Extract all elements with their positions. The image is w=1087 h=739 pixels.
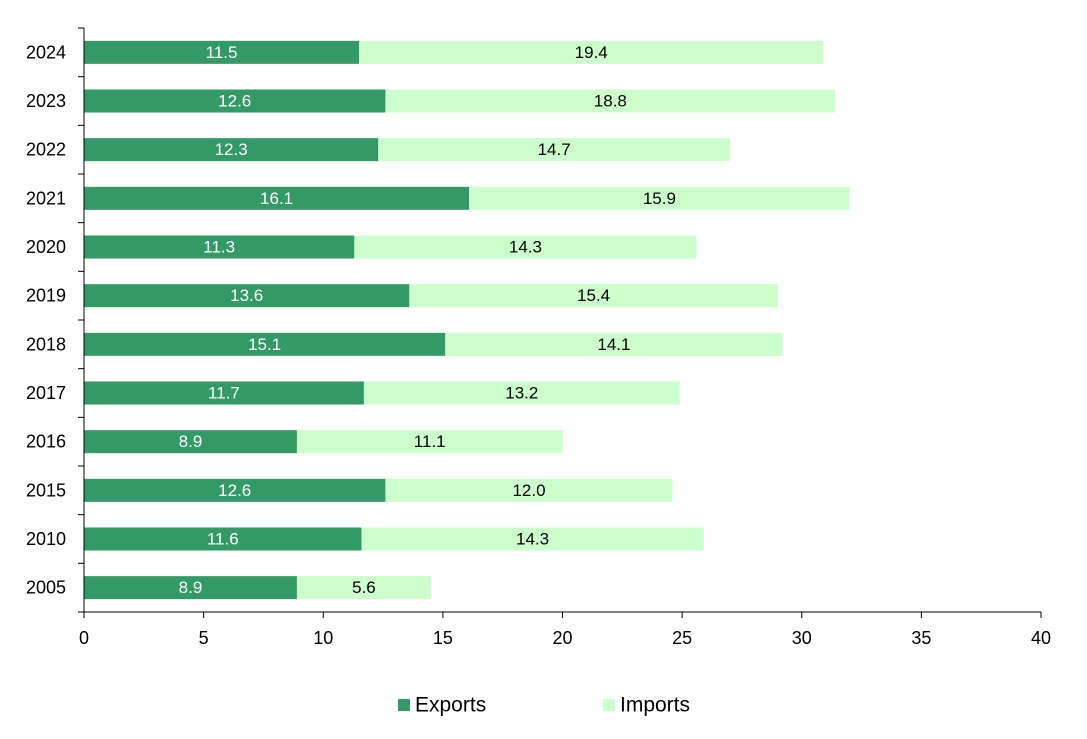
data-label-imports-2017: 13.2 bbox=[505, 384, 538, 403]
bar-imports-2024 bbox=[359, 40, 824, 64]
data-label-imports-2016: 11.1 bbox=[414, 432, 446, 451]
data-label-exports-2018: 15.1 bbox=[248, 335, 281, 354]
bar-imports-2010 bbox=[361, 527, 704, 551]
data-label-imports-2018: 14.1 bbox=[597, 335, 630, 354]
y-tick-label-2010: 2010 bbox=[26, 529, 66, 549]
data-label-exports-2019: 13.6 bbox=[230, 286, 263, 305]
bar-imports-2022 bbox=[378, 138, 730, 162]
y-tick-label-2020: 2020 bbox=[26, 237, 66, 257]
y-tick-label-2017: 2017 bbox=[26, 383, 66, 403]
x-tick-label-20: 20 bbox=[552, 628, 572, 648]
y-tick-label-2016: 2016 bbox=[26, 432, 66, 452]
bar-exports-2023 bbox=[84, 89, 386, 113]
x-tick-label-15: 15 bbox=[433, 628, 453, 648]
x-tick-label-10: 10 bbox=[313, 628, 333, 648]
y-tick-label-2024: 2024 bbox=[26, 42, 66, 62]
legend-label-imports: Imports bbox=[620, 694, 690, 717]
bar-imports-2021 bbox=[469, 186, 850, 210]
bar-imports-2015 bbox=[385, 478, 673, 502]
bar-exports-2018 bbox=[84, 332, 446, 356]
x-tick-label-30: 30 bbox=[792, 628, 812, 648]
bar-exports-2005 bbox=[84, 576, 297, 600]
data-label-imports-2020: 14.3 bbox=[509, 238, 542, 257]
data-label-exports-2017: 11.7 bbox=[208, 384, 240, 403]
bar-exports-2019 bbox=[84, 284, 410, 308]
data-label-imports-2021: 15.9 bbox=[643, 189, 676, 208]
y-tick-label-2015: 2015 bbox=[26, 480, 66, 500]
bar-imports-2005 bbox=[296, 576, 431, 600]
bar-exports-2017 bbox=[84, 381, 364, 405]
legend-swatch-imports bbox=[603, 699, 615, 711]
x-tick-label-35: 35 bbox=[911, 628, 931, 648]
y-tick-label-2018: 2018 bbox=[26, 334, 66, 354]
y-tick-label-2023: 2023 bbox=[26, 91, 66, 111]
data-label-exports-2024: 11.5 bbox=[206, 43, 238, 62]
data-label-imports-2015: 12.0 bbox=[512, 481, 545, 500]
data-label-exports-2016: 8.9 bbox=[179, 432, 203, 451]
data-label-exports-2010: 11.6 bbox=[207, 530, 239, 549]
y-tick-label-2005: 2005 bbox=[26, 578, 66, 598]
data-label-exports-2021: 16.1 bbox=[260, 189, 293, 208]
bar-exports-2021 bbox=[84, 186, 470, 210]
x-tick-label-40: 40 bbox=[1031, 628, 1051, 648]
data-label-imports-2019: 15.4 bbox=[577, 286, 610, 305]
data-label-imports-2023: 18.8 bbox=[594, 92, 627, 111]
axes-layer: 2024202320222021202020192018201720162015… bbox=[26, 27, 1051, 648]
bar-exports-2020 bbox=[84, 235, 355, 259]
bar-exports-2015 bbox=[84, 478, 386, 502]
bar-imports-2016 bbox=[296, 430, 563, 454]
data-label-imports-2005: 5.6 bbox=[352, 578, 376, 597]
legend: Exports Imports bbox=[398, 694, 690, 717]
bar-exports-2016 bbox=[84, 430, 297, 454]
bar-imports-2019 bbox=[409, 284, 778, 308]
x-tick-label-5: 5 bbox=[199, 628, 209, 648]
x-tick-label-25: 25 bbox=[672, 628, 692, 648]
y-tick-label-2019: 2019 bbox=[26, 286, 66, 306]
bar-exports-2024 bbox=[84, 40, 360, 64]
bar-imports-2020 bbox=[354, 235, 697, 259]
bar-exports-2010 bbox=[84, 527, 362, 551]
x-tick-label-0: 0 bbox=[79, 628, 89, 648]
bar-exports-2022 bbox=[84, 138, 379, 162]
data-label-exports-2015: 12.6 bbox=[218, 481, 251, 500]
bars-layer: 11.5 19.4 12.6 18.8 12.3 14.7 16.1 15.9 11.3 14.3… bbox=[84, 40, 850, 600]
bar-imports-2018 bbox=[445, 332, 783, 356]
bar-imports-2017 bbox=[363, 381, 680, 405]
data-label-imports-2022: 14.7 bbox=[538, 140, 571, 159]
y-tick-label-2021: 2021 bbox=[26, 188, 66, 208]
data-label-imports-2024: 19.4 bbox=[575, 43, 608, 62]
data-label-exports-2005: 8.9 bbox=[179, 578, 203, 597]
data-label-exports-2023: 12.6 bbox=[218, 92, 251, 111]
legend-label-exports: Exports bbox=[415, 694, 486, 717]
data-label-imports-2010: 14.3 bbox=[516, 530, 549, 549]
data-label-exports-2020: 11.3 bbox=[203, 238, 235, 257]
bar-imports-2023 bbox=[385, 89, 836, 113]
legend-swatch-exports bbox=[398, 699, 410, 711]
data-label-exports-2022: 12.3 bbox=[215, 140, 248, 159]
y-tick-label-2022: 2022 bbox=[26, 140, 66, 160]
